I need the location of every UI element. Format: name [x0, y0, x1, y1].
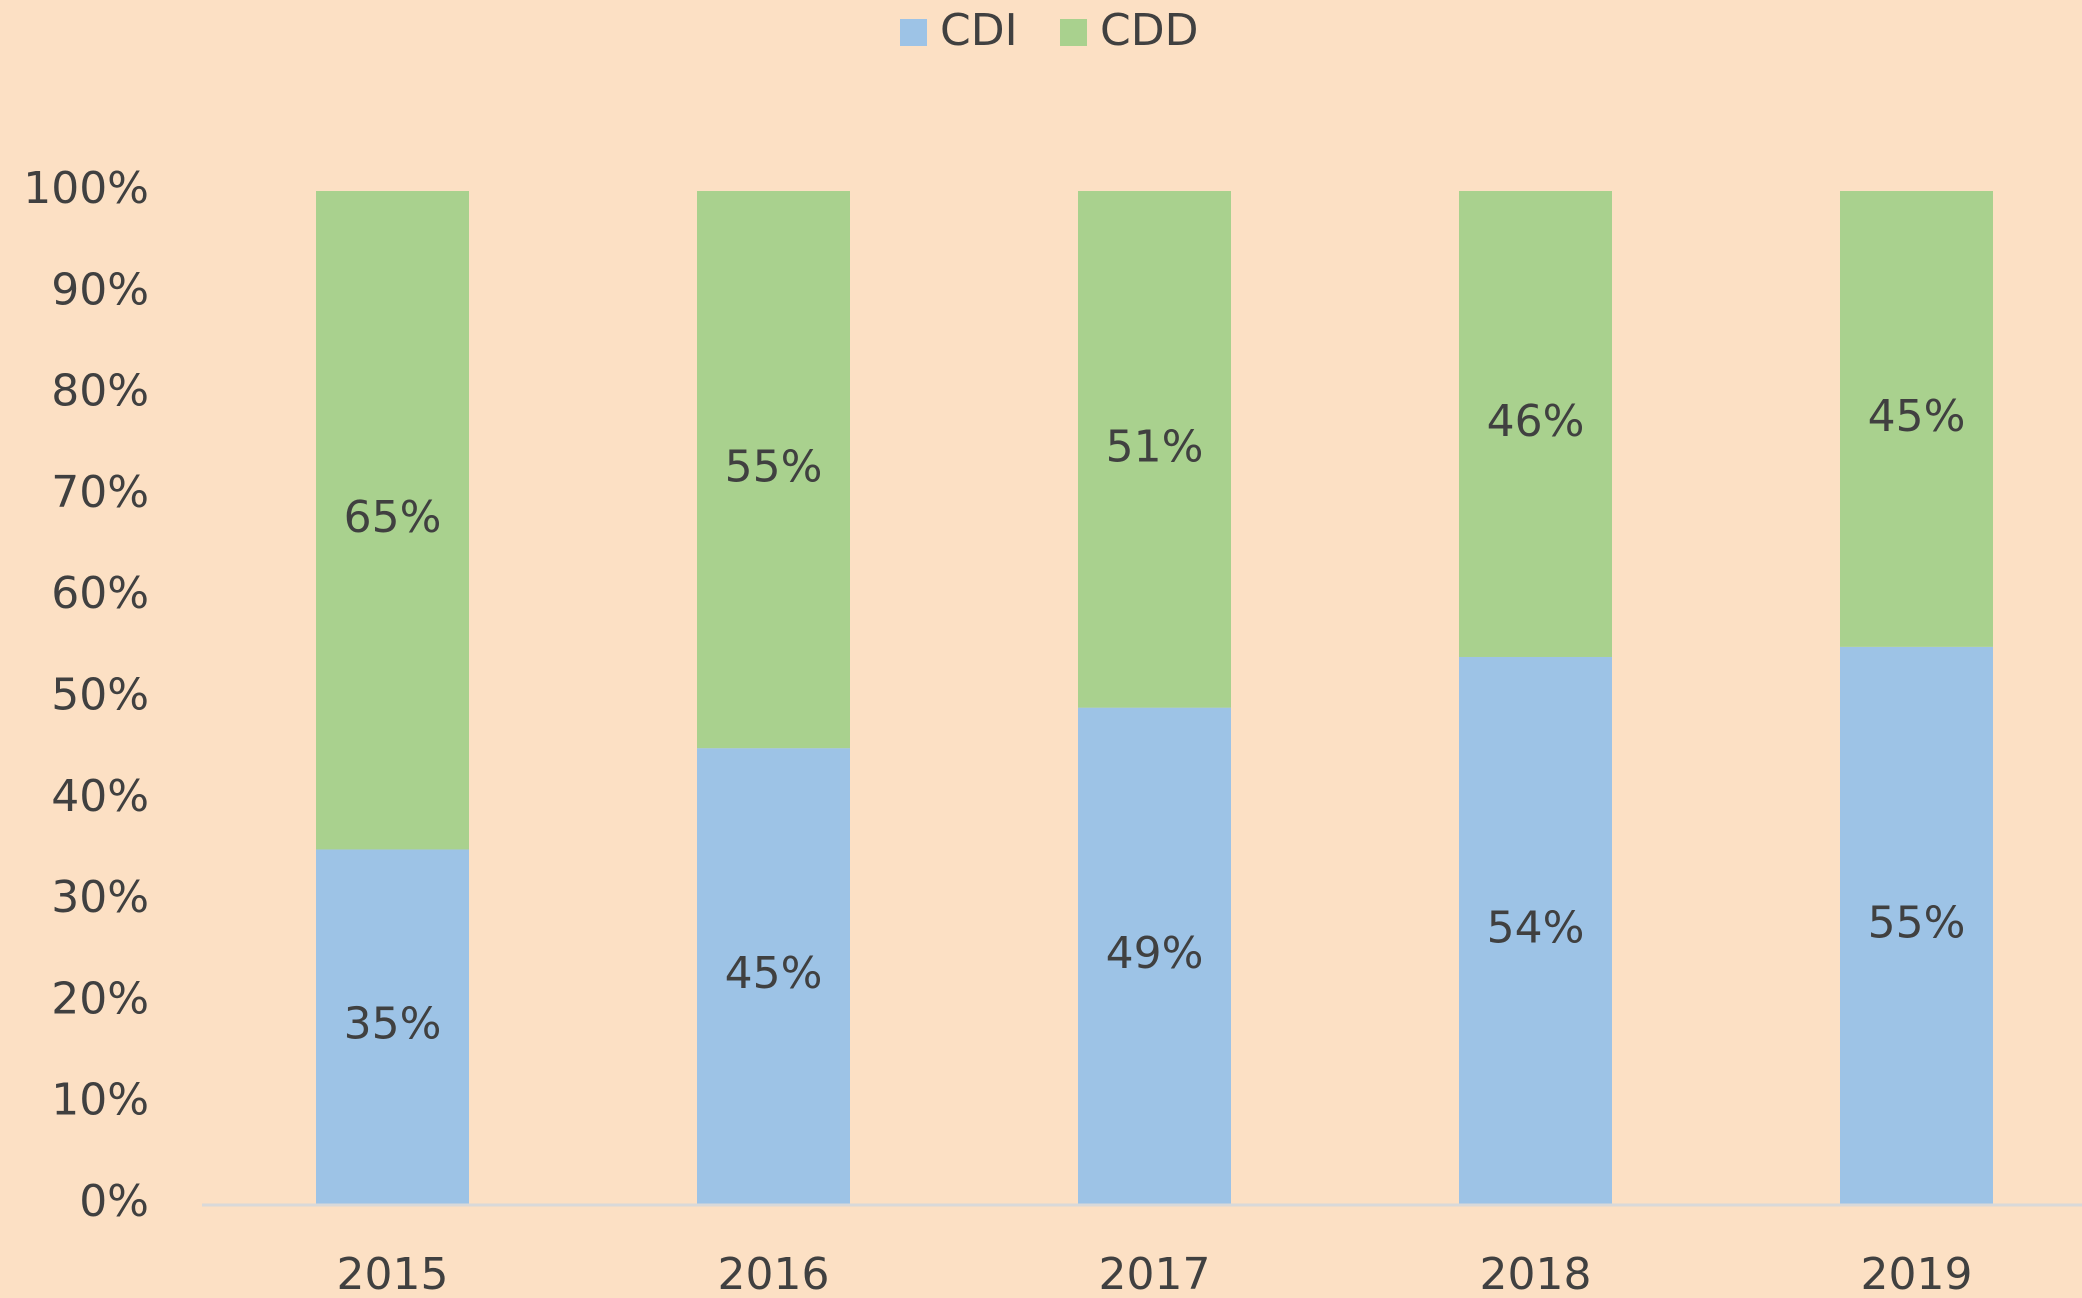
- y-tick-label: 20%: [51, 973, 149, 1024]
- y-tick-label: 30%: [51, 872, 149, 923]
- bar-segment: [1078, 707, 1231, 1204]
- data-label: 51%: [1106, 421, 1204, 472]
- y-tick-label: 100%: [23, 163, 149, 214]
- x-tick-label: 2016: [718, 1249, 830, 1298]
- x-tick-label: 2015: [337, 1249, 449, 1298]
- data-label: 54%: [1487, 902, 1585, 953]
- legend-label: CDI: [940, 5, 1018, 56]
- bar-segment: [1840, 646, 1993, 1204]
- data-label: 55%: [1868, 897, 1966, 948]
- bar-segment: [1459, 656, 1612, 1204]
- bar-segment: [1840, 191, 1993, 647]
- data-label: 55%: [725, 442, 823, 493]
- y-tick-label: 0%: [79, 1176, 149, 1227]
- y-tick-label: 40%: [51, 771, 149, 822]
- bar-segment: [697, 748, 850, 1204]
- bar-segment: [316, 191, 469, 850]
- y-tick-label: 10%: [51, 1075, 149, 1126]
- y-tick-label: 70%: [51, 467, 149, 518]
- data-label: 45%: [725, 948, 823, 999]
- x-tick-label: 2017: [1099, 1249, 1211, 1298]
- data-label: 45%: [1868, 391, 1966, 442]
- legend-swatch: [900, 19, 927, 46]
- data-label: 35%: [344, 999, 442, 1050]
- bar-segment: [697, 191, 850, 749]
- bar-segment: [1459, 191, 1612, 657]
- legend-label: CDD: [1100, 5, 1198, 56]
- y-tick-label: 80%: [51, 366, 149, 417]
- bar-segment: [316, 849, 469, 1204]
- y-tick-label: 90%: [51, 264, 149, 315]
- data-label: 46%: [1487, 396, 1585, 447]
- x-tick-label: 2019: [1861, 1249, 1973, 1298]
- y-tick-label: 50%: [51, 670, 149, 721]
- data-label: 65%: [344, 492, 442, 543]
- bar-segment: [1078, 191, 1231, 708]
- y-tick-label: 60%: [51, 568, 149, 619]
- legend-swatch: [1060, 19, 1087, 46]
- x-tick-label: 2018: [1480, 1249, 1592, 1298]
- data-label: 49%: [1106, 928, 1204, 979]
